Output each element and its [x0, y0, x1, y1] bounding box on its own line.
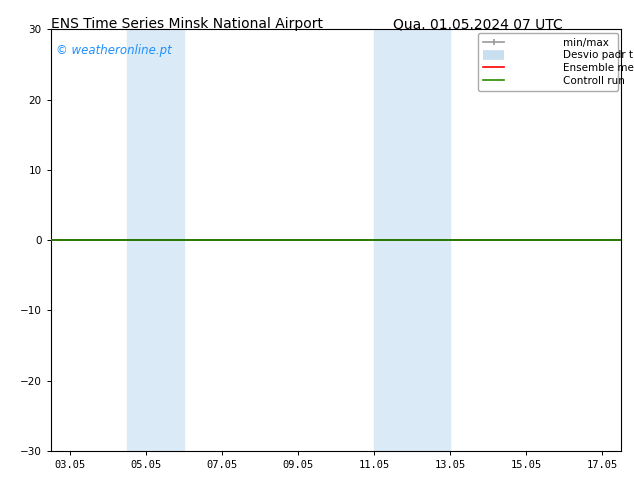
- Text: © weatheronline.pt: © weatheronline.pt: [56, 44, 172, 57]
- Text: Qua. 01.05.2024 07 UTC: Qua. 01.05.2024 07 UTC: [393, 17, 563, 31]
- Legend: min/max, Desvio padr tilde;o, Ensemble mean run, Controll run: min/max, Desvio padr tilde;o, Ensemble m…: [478, 32, 618, 91]
- Text: ENS Time Series Minsk National Airport: ENS Time Series Minsk National Airport: [51, 17, 323, 31]
- Bar: [374, 29, 450, 451]
- Bar: [127, 29, 184, 451]
